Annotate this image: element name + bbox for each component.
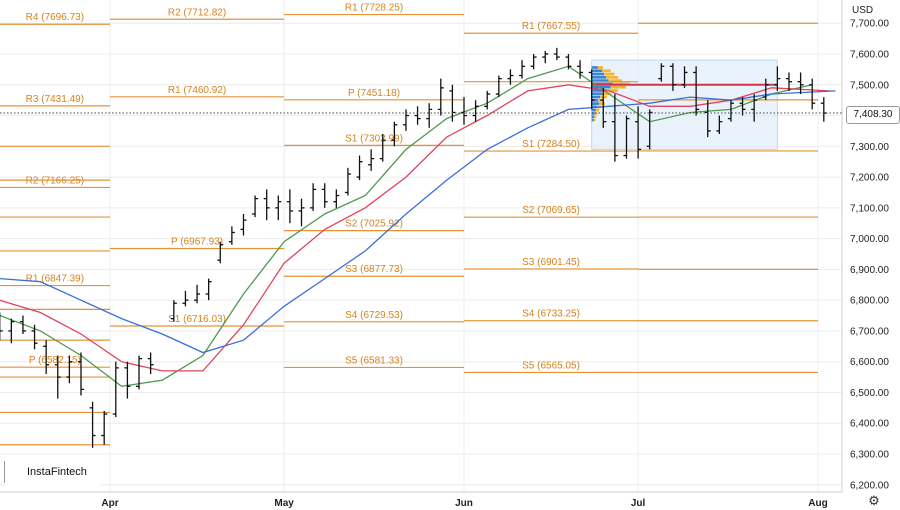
pivot-level-label: R1 (7460.92)	[168, 85, 226, 96]
y-tick-label: 6,600.00	[850, 357, 889, 368]
y-tick-label: 7,300.00	[850, 142, 889, 153]
instafintech-logo: InstaFintech	[4, 458, 102, 486]
watermark-text: InstaFintech	[27, 466, 87, 478]
volume-profile-bar	[610, 85, 626, 89]
volume-profile-bar	[595, 108, 600, 112]
x-tick-label: May	[274, 498, 294, 509]
volume-profile-bar	[591, 102, 599, 105]
volume-profile-bar	[604, 72, 615, 76]
pivot-level-label: S4 (6729.53)	[345, 310, 403, 321]
moving-average-line	[0, 65, 813, 387]
pivot-level-label: P (7451.18)	[348, 88, 400, 99]
y-tick-label: 7,600.00	[850, 50, 889, 61]
pivot-level-label: R4 (7696.73)	[26, 12, 84, 23]
volume-profile-bar	[591, 69, 603, 73]
y-tick-label: 7,100.00	[850, 203, 889, 214]
x-tick-label: Apr	[101, 498, 118, 509]
y-tick-label: 6,900.00	[850, 265, 889, 276]
moving-average-line	[0, 84, 830, 372]
volume-profile-bar	[591, 89, 607, 92]
settings-gear-icon[interactable]: ⚙	[868, 493, 880, 508]
last-price-badge: 7,408.30	[846, 106, 900, 124]
volume-profile-bar	[591, 75, 607, 79]
pivot-level-label: S5 (6581.33)	[345, 355, 403, 366]
pivot-level-label: R1 (7667.55)	[522, 21, 580, 32]
volume-profile-bar	[598, 102, 605, 105]
logo-mark-icon	[4, 461, 19, 483]
pivot-level-label: S1 (6716.03)	[168, 314, 226, 325]
pivot-level-label: S4 (6733.25)	[522, 309, 580, 320]
pivot-level-label: P (6967.93)	[171, 236, 223, 247]
volume-profile-bar	[591, 79, 609, 82]
volume-profile-bar	[591, 118, 594, 122]
y-tick-label: 6,700.00	[850, 326, 889, 337]
volume-profile-bar	[591, 95, 601, 99]
pivot-level-label: R3 (7431.49)	[26, 94, 84, 105]
volume-profile-bar	[591, 85, 611, 89]
pivot-level-label: S3 (6901.45)	[522, 257, 580, 268]
volume-profile-bar	[594, 115, 597, 119]
y-tick-label: 7,500.00	[850, 80, 889, 91]
volume-profile-bar	[597, 66, 604, 69]
moving-average-line	[0, 90, 836, 354]
pivot-level-label: S1 (7302.99)	[345, 133, 403, 144]
y-tick-label: 6,800.00	[850, 296, 889, 307]
pivot-level-label: P (6582.15)	[29, 355, 81, 366]
volume-profile-bar	[606, 89, 619, 92]
volume-profile-bar	[591, 92, 603, 96]
y-tick-label: 6,400.00	[850, 419, 889, 430]
volume-profile-bar	[602, 92, 611, 96]
volume-profile-bar	[591, 66, 598, 69]
x-tick-label: Jul	[631, 498, 646, 509]
pivot-level-label: S5 (6565.05)	[522, 360, 580, 371]
y-tick-label: 7,000.00	[850, 234, 889, 245]
y-tick-label: 7,700.00	[850, 19, 889, 30]
volume-profile-bar	[591, 108, 596, 112]
pivot-level-label: S2 (7069.65)	[522, 205, 580, 216]
y-tick-label: 6,300.00	[850, 450, 889, 461]
pivot-level-label: R2 (7166.25)	[26, 175, 84, 186]
volume-profile-bar	[608, 79, 623, 82]
y-tick-label: 6,200.00	[850, 480, 889, 491]
pivot-level-label: S3 (6877.73)	[345, 264, 403, 275]
volume-profile-bar	[602, 69, 611, 73]
pivot-level-label: S2 (7025.92)	[345, 219, 403, 230]
pivot-level-label: R2 (7712.82)	[168, 7, 226, 18]
volume-profile-bar	[591, 115, 595, 119]
volume-profile-bar	[591, 112, 595, 115]
x-tick-label: Jun	[455, 498, 473, 509]
volume-profile-bar	[591, 72, 605, 76]
volume-profile-bar	[591, 98, 598, 102]
y-tick-label: 6,500.00	[850, 388, 889, 399]
x-tick-label: Aug	[808, 498, 827, 509]
currency-selector[interactable]: USD	[852, 5, 874, 16]
pivot-level-label: R1 (7728.25)	[345, 3, 403, 14]
volume-profile-bar	[593, 118, 596, 122]
volume-profile-bar	[606, 75, 619, 79]
y-tick-label: 7,200.00	[850, 173, 889, 184]
pivot-level-label: S1 (7284.50)	[522, 139, 580, 150]
pivot-level-label: R1 (6847.39)	[26, 274, 84, 285]
